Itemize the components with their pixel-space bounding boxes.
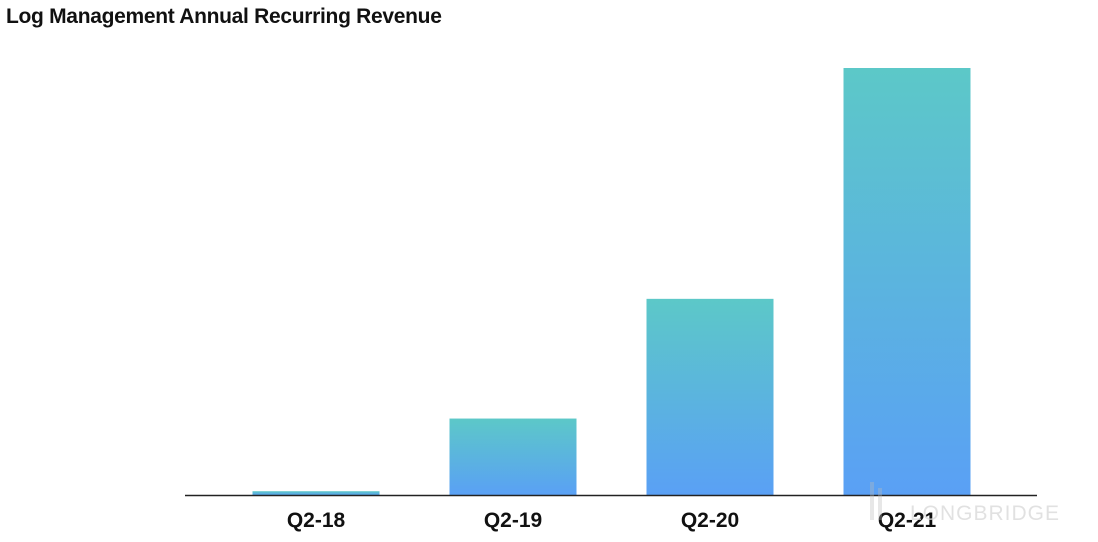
chart-title: Log Management Annual Recurring Revenue: [6, 5, 442, 28]
bar-q2-21: [843, 68, 971, 496]
bar-q2-19: [449, 418, 577, 496]
x-tick-labels: Q2-18 Q2-19 Q2-20 Q2-21: [287, 509, 937, 532]
bar-q2-20: [646, 298, 774, 496]
x-tick-label-q2-20: Q2-20: [681, 509, 739, 532]
x-tick-label-q2-19: Q2-19: [484, 509, 542, 532]
bar-q2-18: [252, 491, 380, 496]
x-tick-label-q2-21: Q2-21: [878, 509, 937, 532]
bars-group: [252, 68, 971, 496]
x-tick-label-q2-18: Q2-18: [287, 509, 346, 532]
